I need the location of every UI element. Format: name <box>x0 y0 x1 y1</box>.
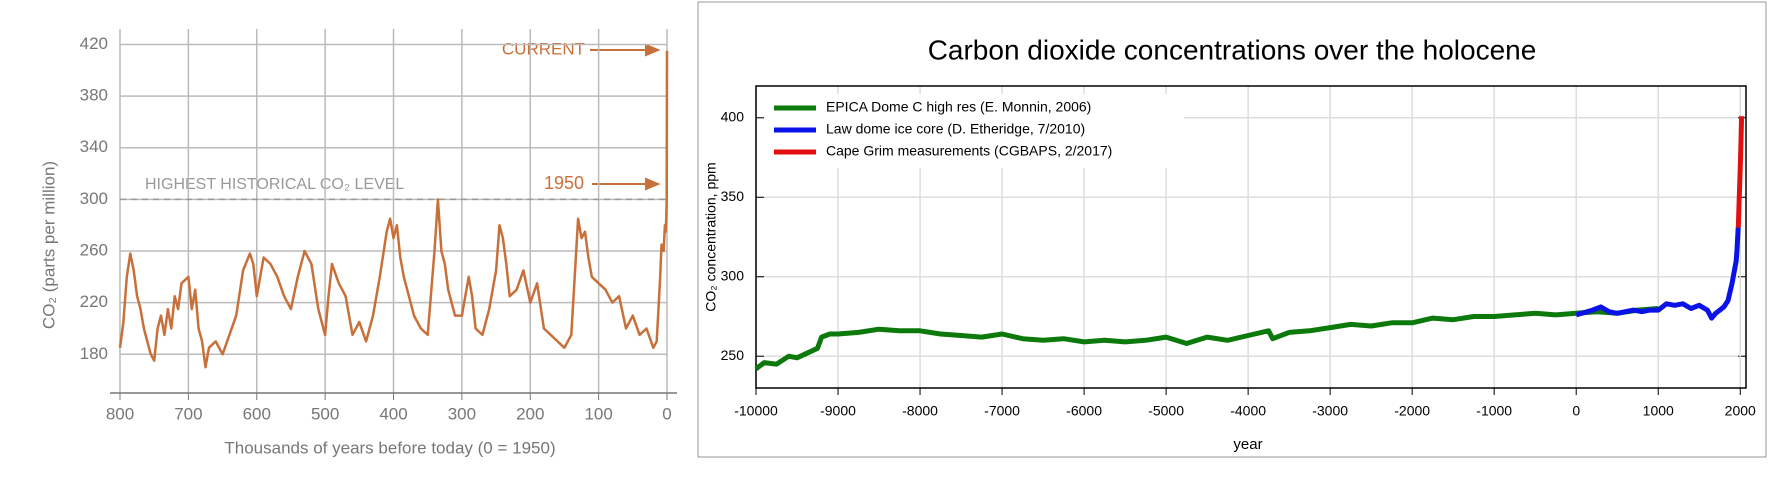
y-tick-label: 260 <box>80 240 108 259</box>
x-axis-label: year <box>1233 436 1262 453</box>
x-tick-label: 700 <box>174 404 202 423</box>
y-tick-label: 420 <box>80 34 108 53</box>
x-tick-label: -4000 <box>1230 403 1266 419</box>
x-tick-label: 0 <box>662 404 671 423</box>
x-tick-label: -1000 <box>1476 403 1512 419</box>
chart-title: Carbon dioxide concentrations over the h… <box>928 34 1537 65</box>
x-tick-label: 0 <box>1572 403 1580 419</box>
annotation: 1950 <box>544 173 584 193</box>
y-tick-label: 220 <box>80 292 108 311</box>
x-tick-label: 1000 <box>1643 403 1674 419</box>
x-tick-label: -9000 <box>820 403 856 419</box>
x-tick-label: 300 <box>448 404 476 423</box>
y-tick-label: 300 <box>80 189 108 208</box>
y-axis-label: CO₂ (parts per million) <box>39 161 58 329</box>
chart-frame <box>697 1 1767 458</box>
x-tick-label: -10000 <box>734 403 778 419</box>
data-line <box>1735 116 1745 228</box>
data-line <box>118 50 669 369</box>
annotation: HIGHEST HISTORICAL CO₂ LEVEL <box>145 176 404 193</box>
legend-label: Law dome ice core (D. Etheridge, 7/2010) <box>826 121 1085 137</box>
x-tick-label: -8000 <box>902 403 938 419</box>
legend <box>764 94 1184 168</box>
x-tick-label: -7000 <box>984 403 1020 419</box>
x-tick-label: 100 <box>584 404 612 423</box>
x-tick-label: 200 <box>516 404 544 423</box>
y-tick-label: 380 <box>80 86 108 105</box>
x-tick-label: -3000 <box>1312 403 1348 419</box>
legend-label: EPICA Dome C high res (E. Monnin, 2006) <box>826 99 1091 115</box>
x-tick-label: 600 <box>243 404 271 423</box>
y-tick-label: 180 <box>80 344 108 363</box>
x-tick-label: -6000 <box>1066 403 1102 419</box>
y-tick-label: 250 <box>721 347 745 363</box>
plot-border <box>755 85 1747 389</box>
y-tick-label: 340 <box>80 137 108 156</box>
y-tick-label: 300 <box>721 267 745 283</box>
x-tick-label: -5000 <box>1148 403 1184 419</box>
y-tick-label: 400 <box>721 108 745 124</box>
annotation-arrows <box>590 43 661 191</box>
x-tick-label: 2000 <box>1725 403 1756 419</box>
x-tick-label: 400 <box>379 404 407 423</box>
y-tick-label: 350 <box>721 188 745 204</box>
data-line <box>1575 227 1741 321</box>
y-axis-label: CO₂ concentration, ppm <box>703 162 719 311</box>
x-tick-label: 500 <box>311 404 339 423</box>
data-line <box>754 306 1659 371</box>
x-tick-label: 800 <box>106 404 134 423</box>
annotation: CURRENT <box>502 39 585 58</box>
x-axis-label: Thousands of years before today (0 = 195… <box>224 438 555 457</box>
x-tick-label: -2000 <box>1394 403 1430 419</box>
legend-label: Cape Grim measurements (CGBAPS, 2/2017) <box>826 143 1112 159</box>
